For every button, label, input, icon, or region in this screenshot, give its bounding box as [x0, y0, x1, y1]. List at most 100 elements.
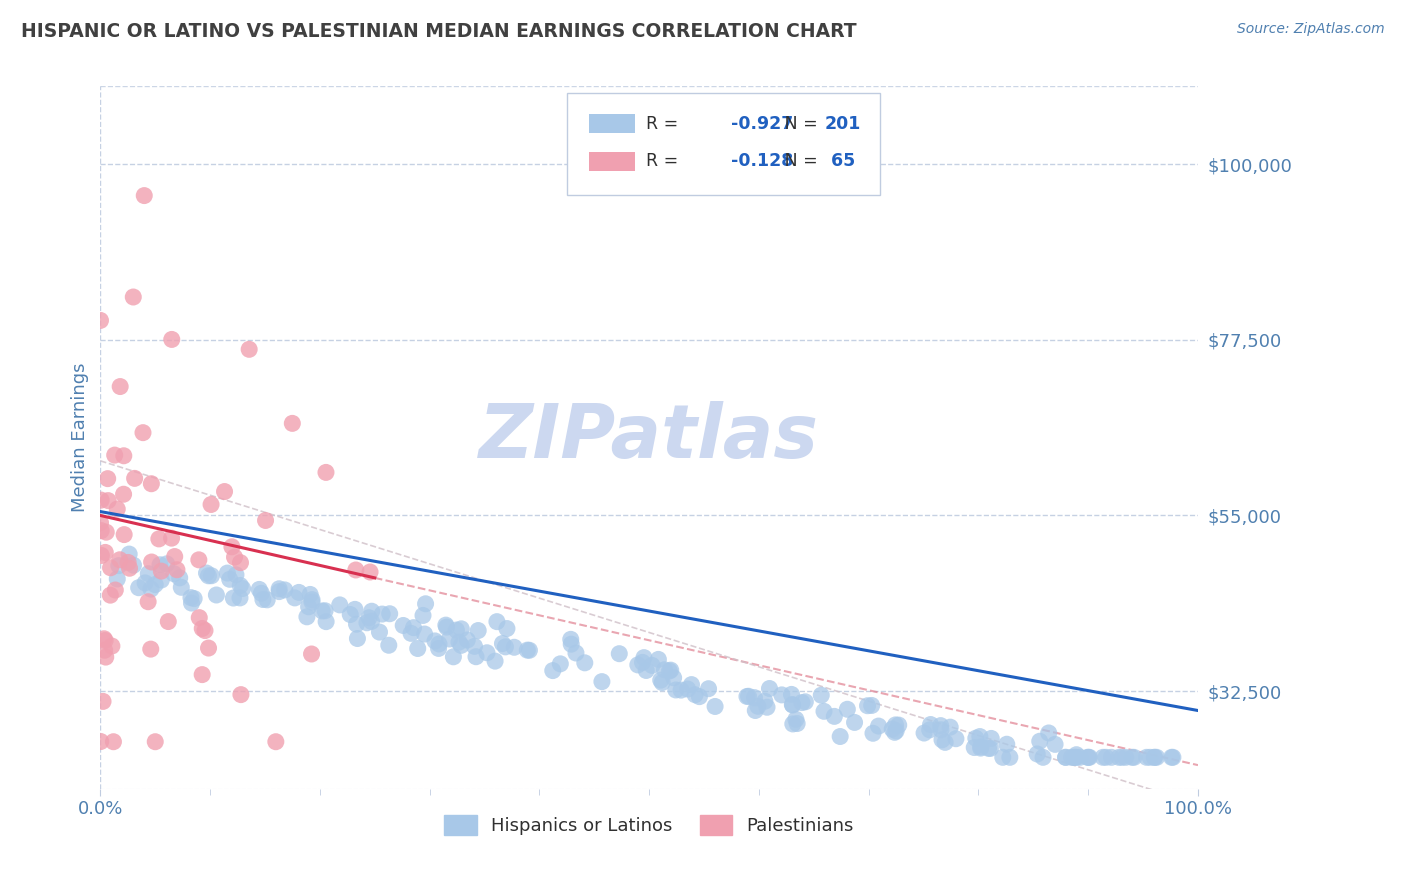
Point — [970, 739, 993, 754]
Point — [229, 688, 252, 702]
Point — [169, 571, 191, 585]
Point — [315, 466, 337, 480]
Point — [735, 690, 758, 704]
FancyBboxPatch shape — [567, 94, 880, 195]
Point — [837, 702, 859, 716]
Point — [450, 622, 472, 636]
Point — [194, 624, 217, 638]
Point — [1123, 750, 1146, 764]
Point — [427, 641, 450, 656]
Point — [1139, 750, 1161, 764]
Point — [756, 700, 779, 714]
Point — [89, 313, 111, 327]
Point — [122, 558, 145, 573]
Point — [427, 637, 450, 651]
Point — [315, 615, 337, 629]
Point — [128, 581, 150, 595]
Point — [295, 609, 318, 624]
Text: -0.128: -0.128 — [731, 153, 794, 170]
Point — [650, 673, 672, 688]
Point — [188, 610, 211, 624]
Point — [357, 611, 380, 625]
Point — [301, 595, 323, 609]
Point — [229, 556, 252, 570]
Point — [1066, 750, 1088, 764]
Point — [1060, 750, 1083, 764]
Point — [423, 634, 446, 648]
Point — [1099, 750, 1122, 764]
Point — [491, 636, 513, 650]
Point — [136, 595, 159, 609]
Point — [197, 569, 219, 583]
Point — [163, 566, 186, 581]
Point — [197, 641, 219, 656]
Point — [676, 681, 699, 696]
Point — [447, 635, 470, 649]
Point — [252, 592, 274, 607]
Point — [100, 561, 122, 575]
Point — [813, 704, 835, 718]
Legend: Hispanics or Latinos, Palestinians: Hispanics or Latinos, Palestinians — [437, 807, 862, 843]
Point — [117, 556, 139, 570]
Point — [415, 597, 437, 611]
Point — [94, 545, 117, 559]
Point — [439, 632, 461, 646]
Point — [560, 632, 582, 647]
Point — [360, 615, 382, 629]
Point — [96, 525, 118, 540]
Point — [105, 502, 128, 516]
Point — [550, 657, 572, 671]
Point — [633, 650, 655, 665]
Point — [963, 740, 986, 755]
Point — [1069, 750, 1091, 764]
Point — [860, 698, 883, 713]
Point — [560, 637, 582, 651]
Point — [883, 725, 905, 739]
Point — [195, 566, 218, 580]
Point — [160, 333, 183, 347]
Point — [980, 731, 1002, 746]
Point — [485, 615, 508, 629]
Point — [134, 575, 156, 590]
Point — [90, 549, 112, 563]
Point — [91, 694, 114, 708]
Point — [284, 591, 307, 605]
Point — [371, 607, 394, 621]
Point — [929, 723, 952, 737]
Point — [108, 553, 131, 567]
Point — [1038, 726, 1060, 740]
Point — [346, 617, 368, 632]
FancyBboxPatch shape — [589, 152, 636, 171]
Point — [222, 591, 245, 605]
Point — [450, 638, 472, 652]
Point — [191, 622, 214, 636]
Point — [441, 649, 464, 664]
Point — [929, 718, 952, 732]
Point — [402, 621, 425, 635]
Point — [1064, 750, 1087, 764]
Point — [180, 596, 202, 610]
Point — [254, 513, 277, 527]
Point — [413, 627, 436, 641]
Point — [681, 677, 703, 691]
Point — [744, 690, 766, 705]
Point — [918, 723, 941, 737]
Point — [790, 696, 813, 710]
Point — [794, 695, 817, 709]
Point — [1108, 750, 1130, 764]
Point — [301, 592, 323, 607]
Point — [299, 587, 322, 601]
Text: R =: R = — [645, 153, 683, 170]
Point — [658, 664, 681, 678]
Point — [118, 561, 141, 575]
Point — [166, 563, 188, 577]
Point — [134, 188, 156, 202]
Text: HISPANIC OR LATINO VS PALESTINIAN MEDIAN EARNINGS CORRELATION CHART: HISPANIC OR LATINO VS PALESTINIAN MEDIAN… — [21, 22, 856, 41]
Point — [565, 646, 588, 660]
Point — [934, 735, 956, 749]
Point — [823, 709, 845, 723]
FancyBboxPatch shape — [589, 114, 636, 134]
Point — [1121, 750, 1143, 764]
Point — [183, 591, 205, 606]
Point — [112, 527, 135, 541]
